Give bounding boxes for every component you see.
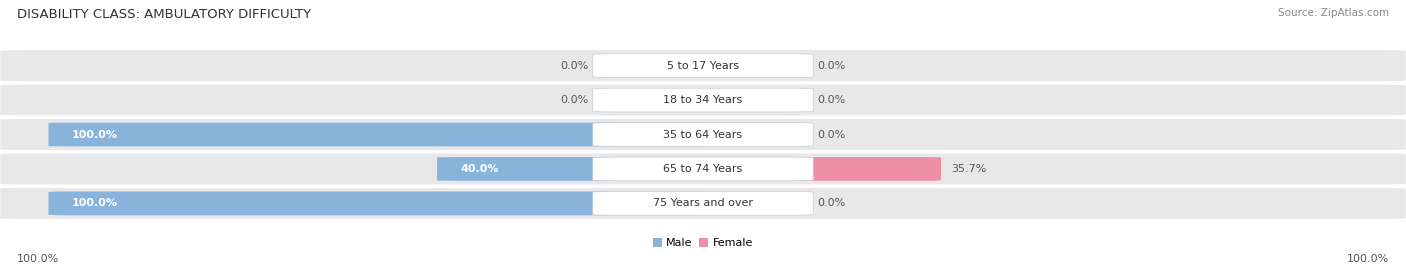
FancyBboxPatch shape [0,188,1406,219]
FancyBboxPatch shape [696,157,941,181]
Text: 35 to 64 Years: 35 to 64 Years [664,129,742,140]
Text: 5 to 17 Years: 5 to 17 Years [666,61,740,71]
Text: 0.0%: 0.0% [817,61,845,71]
FancyBboxPatch shape [0,119,1406,150]
FancyBboxPatch shape [0,84,1406,116]
Text: 0.0%: 0.0% [561,95,589,105]
Text: DISABILITY CLASS: AMBULATORY DIFFICULTY: DISABILITY CLASS: AMBULATORY DIFFICULTY [17,8,311,21]
Text: 100.0%: 100.0% [1347,254,1389,264]
Text: 100.0%: 100.0% [72,198,118,208]
FancyBboxPatch shape [593,88,813,112]
Text: 0.0%: 0.0% [817,95,845,105]
Text: 65 to 74 Years: 65 to 74 Years [664,164,742,174]
FancyBboxPatch shape [593,157,813,181]
FancyBboxPatch shape [0,153,1406,185]
FancyBboxPatch shape [593,123,813,146]
Text: 35.7%: 35.7% [950,164,986,174]
Text: 0.0%: 0.0% [561,61,589,71]
Text: 40.0%: 40.0% [461,164,499,174]
FancyBboxPatch shape [437,157,710,181]
Text: 0.0%: 0.0% [817,198,845,208]
FancyBboxPatch shape [0,50,1406,81]
Text: 0.0%: 0.0% [817,129,845,140]
Text: 18 to 34 Years: 18 to 34 Years [664,95,742,105]
Text: 75 Years and over: 75 Years and over [652,198,754,208]
Text: 100.0%: 100.0% [17,254,59,264]
FancyBboxPatch shape [49,192,710,215]
FancyBboxPatch shape [593,192,813,215]
FancyBboxPatch shape [593,54,813,77]
Text: Source: ZipAtlas.com: Source: ZipAtlas.com [1278,8,1389,18]
Text: 100.0%: 100.0% [72,129,118,140]
FancyBboxPatch shape [49,123,710,146]
Legend: Male, Female: Male, Female [648,233,758,253]
